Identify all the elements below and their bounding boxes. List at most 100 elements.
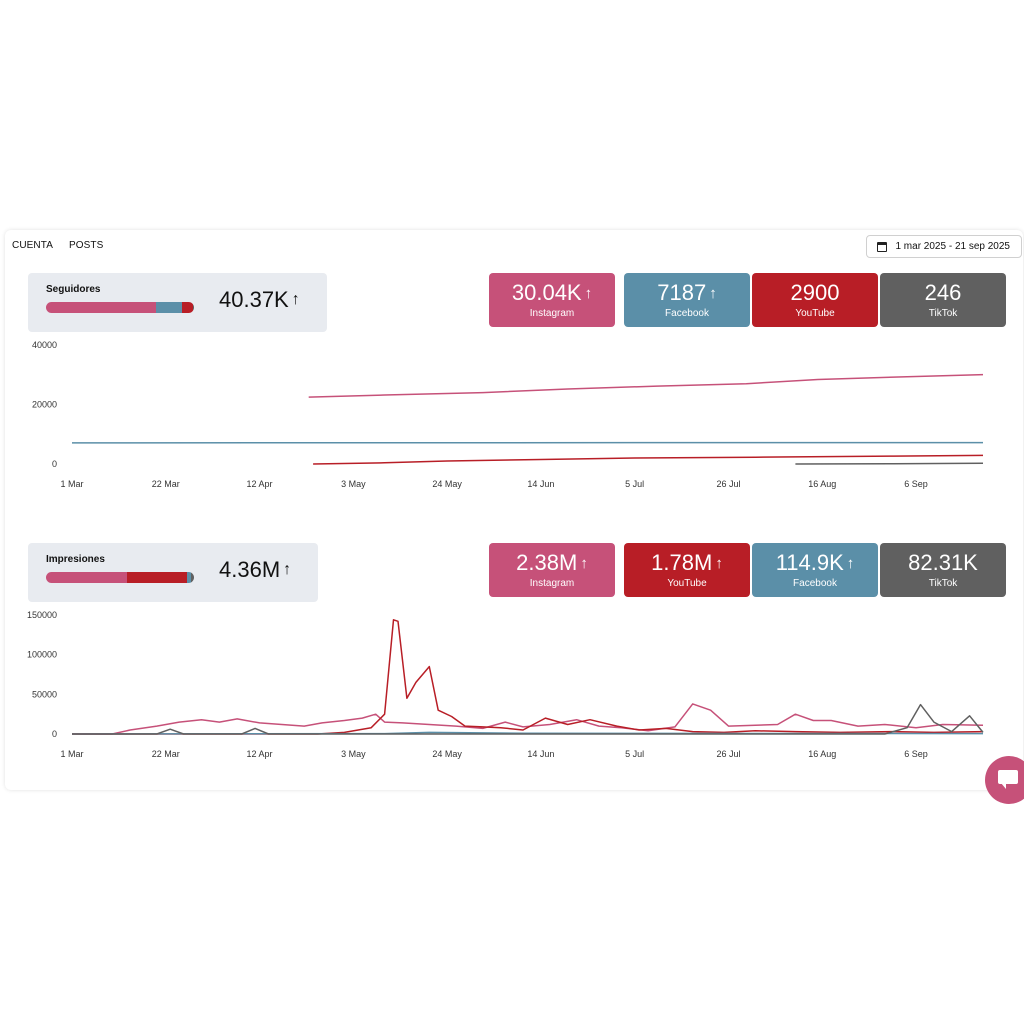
impressions-x-tick-label: 16 Aug: [808, 749, 836, 759]
followers-x-tick-label: 12 Apr: [247, 479, 273, 489]
impressions-series-line-instagram: [72, 703, 984, 735]
impressions-card-label: Facebook: [793, 578, 837, 589]
impressions-title: Impresiones: [46, 554, 105, 565]
followers-series-line-youtube: [313, 454, 984, 465]
followers-card-label: Facebook: [665, 308, 709, 319]
dashboard-panel: CUENTA POSTS 1 mar 2025 - 21 sep 2025 Se…: [5, 230, 1023, 790]
impressions-card-facebook[interactable]: 114.9K ↑ Facebook: [752, 543, 878, 597]
followers-card-number: 246: [924, 280, 962, 305]
followers-card-value: 30.04K ↑: [489, 280, 615, 306]
calendar-icon: [877, 241, 888, 252]
impressions-card-number: 82.31K: [908, 550, 978, 575]
impressions-y-tick-label: 50000: [32, 689, 57, 699]
impressions-share-segment-instagram: [46, 572, 127, 583]
followers-total-value: 40.37K: [219, 287, 289, 312]
followers-x-tick-label: 16 Aug: [808, 479, 836, 489]
followers-card-value: 7187 ↑: [624, 280, 750, 306]
followers-card-label: YouTube: [795, 308, 835, 319]
followers-share-segment-facebook: [156, 302, 183, 313]
arrow-up-icon: ↑: [715, 554, 723, 572]
impressions-card-value: 2.38M ↑: [489, 550, 615, 576]
followers-total: 40.37K ↑: [219, 287, 300, 313]
followers-chart: 0 20000 40000 1 Mar 22 Mar 12 Apr 3 May 24 May 1…: [32, 340, 984, 489]
arrow-up-icon: ↑: [580, 554, 588, 572]
followers-x-tick-label: 3 May: [341, 479, 366, 489]
followers-x-tick-label: 1 Mar: [60, 479, 83, 489]
followers-card-number: 7187: [657, 280, 707, 305]
impressions-card-tiktok[interactable]: 82.31K TikTok: [880, 543, 1006, 597]
followers-y-tick-label: 0: [52, 459, 57, 469]
impressions-x-tick-label: 12 Apr: [247, 749, 273, 759]
date-range-button[interactable]: 1 mar 2025 - 21 sep 2025: [866, 235, 1022, 258]
followers-card-label: Instagram: [529, 308, 575, 319]
impressions-card-number: 1.78M: [651, 550, 713, 575]
followers-card-tiktok[interactable]: 246 TikTok: [880, 273, 1006, 327]
impressions-card-value: 82.31K: [880, 550, 1006, 576]
impressions-x-tick-label: 5 Jul: [625, 749, 644, 759]
impressions-y-tick-label: 150000: [27, 610, 57, 620]
followers-y-tick-label: 20000: [32, 400, 57, 410]
followers-x-tick-label: 24 May: [432, 479, 462, 489]
arrow-up-icon: ↑: [291, 291, 300, 308]
impressions-share-segment-youtube: [126, 572, 188, 583]
impressions-share-segment-facebook: [187, 572, 192, 583]
followers-card-facebook[interactable]: 7187 ↑ Facebook: [624, 273, 750, 327]
impressions-y-tick-label: 0: [52, 729, 57, 739]
tab-posts[interactable]: POSTS: [68, 240, 104, 251]
impressions-summary: Impresiones 4.36M ↑: [28, 543, 318, 602]
followers-card-youtube[interactable]: 2900 YouTube: [752, 273, 878, 327]
impressions-card-number: 2.38M: [516, 550, 578, 575]
arrow-up-icon: ↑: [584, 284, 593, 302]
impressions-x-tick-label: 22 Mar: [152, 749, 180, 759]
followers-card-number: 2900: [790, 280, 840, 305]
impressions-card-youtube[interactable]: 1.78M ↑ YouTube: [624, 543, 750, 597]
impressions-x-tick-label: 26 Jul: [716, 749, 740, 759]
arrow-up-icon: ↑: [846, 554, 855, 572]
chat-button[interactable]: [985, 756, 1024, 804]
impressions-card-label: YouTube: [667, 578, 707, 589]
followers-share-segment-instagram: [46, 302, 157, 313]
date-range-label: 1 mar 2025 - 21 sep 2025: [895, 241, 1010, 252]
impressions-x-tick-label: 3 May: [341, 749, 366, 759]
view-tabs: CUENTA POSTS: [12, 240, 103, 251]
followers-series-line-tiktok: [795, 462, 984, 465]
followers-summary: Seguidores 40.37K ↑: [28, 273, 327, 332]
followers-card-instagram[interactable]: 30.04K ↑ Instagram: [489, 273, 615, 327]
impressions-share-bar: [46, 572, 194, 583]
followers-card-value: 246: [880, 280, 1006, 306]
impressions-y-tick-label: 100000: [27, 650, 57, 660]
impressions-chart: 0 50000 100000 150000 1 Mar 22 Mar 12 Apr 3 May…: [27, 610, 984, 759]
followers-title: Seguidores: [46, 284, 101, 295]
followers-share-segment-youtube: [182, 302, 194, 313]
impressions-share-segment-tiktok: [191, 572, 194, 583]
impressions-x-tick-label: 1 Mar: [60, 749, 83, 759]
followers-card-value: 2900: [752, 280, 878, 306]
followers-x-tick-label: 26 Jul: [716, 479, 740, 489]
impressions-card-instagram[interactable]: 2.38M ↑ Instagram: [489, 543, 615, 597]
impressions-x-tick-label: 24 May: [432, 749, 462, 759]
followers-x-tick-label: 5 Jul: [625, 479, 644, 489]
impressions-series-line-youtube: [72, 619, 984, 735]
impressions-x-tick-label: 14 Jun: [527, 749, 554, 759]
followers-y-tick-label: 40000: [32, 340, 57, 350]
followers-x-tick-label: 22 Mar: [152, 479, 180, 489]
followers-card-number: 30.04K: [511, 280, 582, 305]
impressions-total-value: 4.36M: [219, 557, 281, 582]
followers-series-line-instagram: [308, 373, 984, 398]
followers-share-segment-tiktok: [193, 302, 194, 313]
impressions-card-label: TikTok: [928, 578, 958, 589]
followers-x-tick-label: 6 Sep: [904, 479, 928, 489]
arrow-up-icon: ↑: [709, 284, 717, 302]
followers-x-tick-label: 14 Jun: [527, 479, 554, 489]
impressions-series-line-tiktok: [72, 703, 984, 735]
followers-share-bar: [46, 302, 194, 313]
impressions-card-label: Instagram: [529, 578, 575, 589]
impressions-total: 4.36M ↑: [219, 557, 291, 583]
impressions-x-tick-label: 6 Sep: [904, 749, 928, 759]
impressions-card-number: 114.9K: [775, 550, 844, 575]
impressions-card-value: 1.78M ↑: [624, 550, 750, 576]
impressions-card-value: 114.9K ↑: [752, 550, 878, 576]
followers-card-label: TikTok: [928, 308, 958, 319]
arrow-up-icon: ↑: [283, 561, 292, 578]
tab-cuenta[interactable]: CUENTA: [12, 240, 53, 251]
